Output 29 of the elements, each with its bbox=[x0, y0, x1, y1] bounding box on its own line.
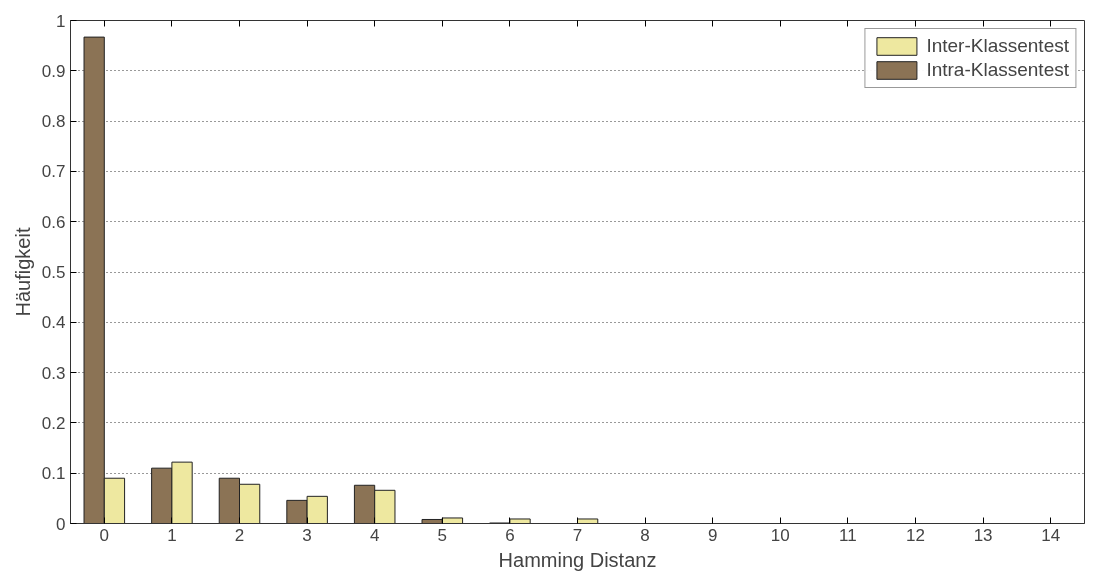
x-tick-label: 9 bbox=[707, 525, 718, 545]
x-tick-label: 2 bbox=[234, 525, 245, 545]
legend-label: Inter-Klassentest bbox=[926, 35, 1069, 57]
x-tick-label: 6 bbox=[505, 525, 515, 545]
y-axis-title: Häufigkeit bbox=[11, 227, 34, 317]
x-tick-label: 10 bbox=[770, 525, 790, 545]
legend-label: Intra-Klassentest bbox=[926, 59, 1069, 81]
x-tick-label: 4 bbox=[369, 525, 380, 545]
y-tick-label: 0.8 bbox=[41, 112, 66, 132]
y-tick-label: 0.6 bbox=[41, 212, 66, 232]
y-tick-label: 0.5 bbox=[41, 263, 66, 282]
x-tick-label: 13 bbox=[973, 525, 993, 545]
x-tick-label: 14 bbox=[1041, 525, 1061, 545]
x-tick-label: 1 bbox=[167, 525, 177, 545]
y-tick-label: 0.3 bbox=[41, 363, 66, 383]
x-tick-label: 7 bbox=[572, 525, 583, 545]
y-tick-label: 0.2 bbox=[41, 413, 66, 433]
y-tick-label: 0.4 bbox=[41, 313, 66, 333]
x-tick-label: 3 bbox=[302, 525, 312, 545]
x-tick-label: 11 bbox=[839, 525, 857, 545]
y-tick-label: 0.7 bbox=[41, 162, 66, 182]
x-tick-label: 12 bbox=[906, 525, 925, 545]
y-tick-label: 0.1 bbox=[41, 464, 66, 484]
y-tick-label: 0.9 bbox=[41, 61, 66, 81]
x-tick-label: 0 bbox=[99, 525, 110, 545]
x-tick-label: 5 bbox=[437, 525, 448, 545]
x-tick-label: 8 bbox=[640, 525, 650, 545]
x-axis-title: Hamming Distanz bbox=[498, 548, 657, 571]
y-tick-label: 1 bbox=[56, 11, 66, 31]
